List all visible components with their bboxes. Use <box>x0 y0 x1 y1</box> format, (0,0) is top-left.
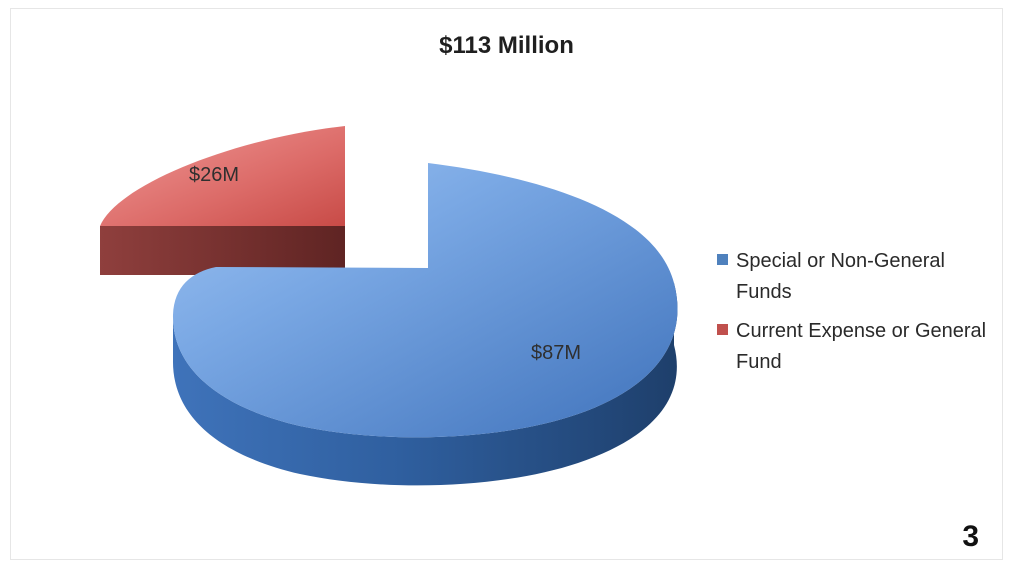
legend-item-special: Special or Non-General Funds <box>717 246 1009 308</box>
pie-slice-special-funds <box>172 163 678 438</box>
legend: Special or Non-General Funds Current Exp… <box>717 246 1009 386</box>
page-number: 3 <box>962 520 979 553</box>
pie-slice-special-funds-side <box>172 283 678 486</box>
legend-swatch-red <box>717 324 728 335</box>
pie-slice-current-expense <box>100 126 345 226</box>
chart-title: $113 Million <box>439 32 574 59</box>
legend-swatch-blue <box>717 254 728 265</box>
legend-label-current-expense: Current Expense or General Fund <box>736 320 987 373</box>
data-label-current-expense: $26M <box>189 164 239 186</box>
data-label-special-funds: $87M <box>531 342 581 364</box>
legend-label-special: Special or Non-General Funds <box>736 250 945 303</box>
legend-item-current-expense: Current Expense or General Fund <box>717 316 1009 378</box>
pie-slice-current-expense-side <box>100 226 345 275</box>
